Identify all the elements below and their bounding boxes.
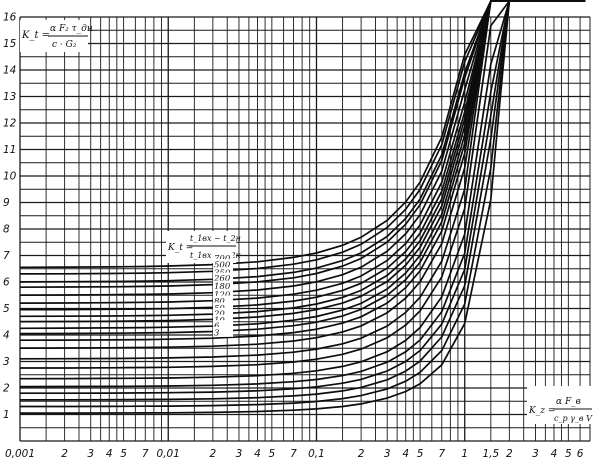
- curve-label-bg: [213, 326, 233, 337]
- curve-value-label: 80: [214, 297, 225, 307]
- curve-label-bg: [213, 302, 233, 313]
- x-tick-label: 0,001: [5, 448, 35, 460]
- y-tick-label: 5: [3, 303, 10, 315]
- y-tick-label: 7: [3, 250, 10, 262]
- x-axis-formula-denominator: c_p γ_в V: [554, 414, 593, 423]
- x-tick-label: 5: [417, 448, 424, 460]
- x-axis-formula-lhs: K_z =: [528, 406, 555, 416]
- x-tick-label: 0,1: [308, 448, 325, 460]
- x-tick-label: 2: [61, 448, 68, 460]
- x-tick-label: 3: [87, 448, 94, 460]
- y-tick-label: 11: [3, 144, 16, 156]
- x-tick-label: 1,5: [482, 448, 499, 460]
- curve-family: [19, 0, 586, 414]
- curve-value-labels: 7005003502601801208050201063: [213, 252, 233, 338]
- curve-value-label: 180: [214, 282, 231, 292]
- curve-label-bg: [213, 280, 233, 291]
- x-tick-label: 7: [290, 448, 297, 460]
- x-tick-label: 5: [120, 448, 127, 460]
- curve-value-label: 6: [214, 322, 220, 332]
- x-tick-label: 4: [106, 448, 113, 460]
- curve-value-label: 20: [213, 309, 225, 319]
- y-tick-label: 9: [3, 197, 10, 209]
- x-tick-label: 3: [384, 448, 391, 460]
- x-tick-label: 3: [236, 448, 243, 460]
- x-tick-label: 0,01: [157, 448, 180, 460]
- y-axis-formula-numerator: α F₂ τ_дн: [50, 24, 93, 34]
- y-tick-label: 6: [3, 277, 10, 289]
- x-axis-formula: K_z = α F_в c_p γ_в V: [527, 386, 593, 424]
- x-tick-label: 5: [565, 448, 572, 460]
- curve-label-bg: [213, 272, 233, 283]
- curve-label-bg: [213, 314, 233, 325]
- curve-value-label: 120: [214, 290, 231, 300]
- y-tick-label: 8: [3, 224, 10, 236]
- curve-label-bg: [213, 307, 233, 318]
- y-axis-formula-lhs: K_t =: [21, 30, 50, 41]
- y-tick-label: 4: [3, 330, 10, 342]
- curve-label-bg: [213, 252, 233, 263]
- x-tick-label: 2: [210, 448, 217, 460]
- curve-value-label: 260: [213, 274, 231, 284]
- x-tick-label: 5: [269, 448, 276, 460]
- x-tick-label: 1: [461, 448, 468, 460]
- y-tick-label: 1: [3, 409, 10, 421]
- x-tick-label: 6: [577, 448, 584, 460]
- x-tick-label: 4: [254, 448, 261, 460]
- curve-formula-lhs: K_t =: [167, 243, 193, 253]
- x-tick-label: 4: [402, 448, 409, 460]
- x-tick-label: 7: [438, 448, 445, 460]
- x-tick-label: 2: [506, 448, 513, 460]
- y-tick-label: 16: [3, 12, 17, 24]
- curve-label-bg: [213, 259, 233, 270]
- curve-label-bg: [213, 295, 233, 306]
- y-tick-label: 15: [3, 38, 17, 50]
- x-tick-labels: 0,001 2 3 4 5 7 0,01 2 3 4 5 7 0,1 2 3 4 5 7 1 1,5 2 3 4 5 6: [5, 448, 584, 460]
- x-tick-label: 4: [551, 448, 558, 460]
- curve-series: [20, 0, 586, 414]
- curve-value-label: 500: [214, 261, 231, 271]
- y-axis-formula-denominator: c · G₂: [52, 40, 77, 50]
- y-tick-label: 3: [3, 356, 10, 368]
- y-tick-label: 13: [3, 91, 16, 103]
- grid: [19, 16, 591, 442]
- x-tick-label: 7: [142, 448, 149, 460]
- curve-value-label: 700: [214, 254, 231, 264]
- y-tick-label: 12: [3, 118, 17, 130]
- curve-label-bg: [213, 267, 233, 278]
- y-tick-label: 2: [3, 383, 10, 395]
- x-axis-formula-numerator: α F_в: [556, 397, 581, 407]
- curve-series: [19, 0, 586, 330]
- x-tick-label: 3: [532, 448, 539, 460]
- y-tick-label: 14: [3, 65, 16, 77]
- curve-formula-numerator: t_1вх − t_2н: [190, 234, 241, 243]
- curve-label-bg: [213, 320, 233, 331]
- x-tick-label: 2: [358, 448, 365, 460]
- y-tick-label: 10: [3, 171, 17, 183]
- curve-value-label: 3: [214, 328, 219, 338]
- curve-label-bg: [213, 288, 233, 299]
- y-axis-formula: K_t = α F₂ τ_дн c · G₂: [20, 20, 93, 52]
